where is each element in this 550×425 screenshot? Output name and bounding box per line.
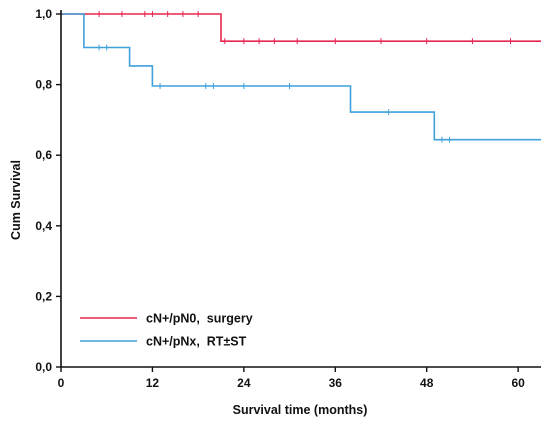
series-line-1: [61, 13, 541, 42]
series-line-2: [61, 13, 541, 141]
legend-label-1: cN+/pN0, surgery: [146, 312, 253, 326]
y-axis-title: Cum Survival: [9, 160, 23, 240]
y-tick-label: 1,0: [35, 7, 52, 21]
x-tick-label: 48: [420, 376, 434, 390]
x-tick-label: 60: [511, 376, 525, 390]
y-tick-label: 0,8: [35, 78, 52, 92]
x-tick-label: 24: [237, 376, 251, 390]
x-tick-label: 36: [329, 376, 343, 390]
y-tick-label: 0,6: [35, 148, 52, 162]
x-tick-label: 12: [146, 376, 160, 390]
plot-area: [61, 11, 541, 143]
x-tick-label: 0: [58, 376, 65, 390]
y-tick-label: 0,0: [35, 360, 52, 374]
legend-label-2: cN+/pNx, RT±ST: [146, 335, 247, 349]
legend: cN+/pN0, surgery cN+/pNx, RT±ST: [80, 312, 253, 349]
axes: 0,0 0,2 0,4 0,6 0,8 1,0 0 12 24 36 48 60: [35, 7, 541, 390]
y-tick-label: 0,2: [35, 289, 52, 303]
y-tick-label: 0,4: [35, 219, 52, 233]
x-axis-title: Survival time (months): [233, 403, 368, 417]
